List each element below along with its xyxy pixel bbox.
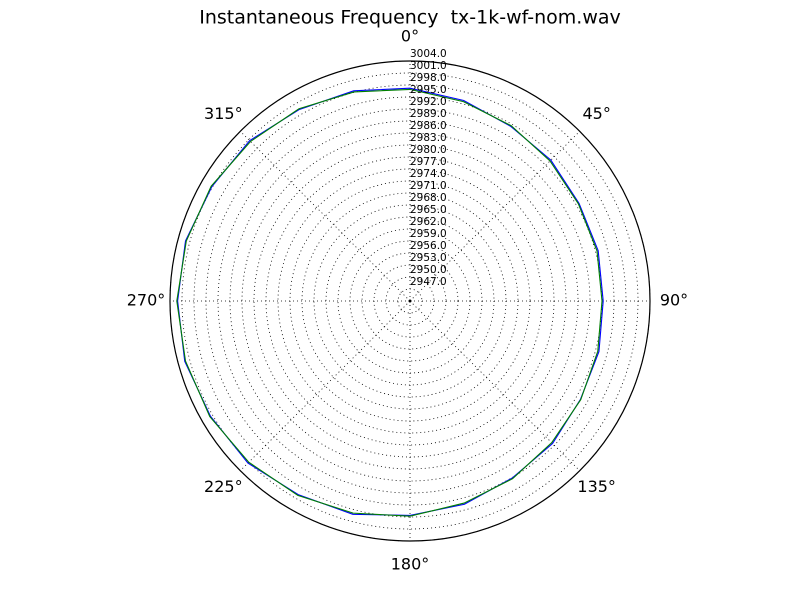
r-tick-label: 2959.0	[410, 228, 447, 240]
r-tick-label: 2998.0	[410, 72, 447, 84]
r-tick-label: 2983.0	[410, 132, 447, 144]
angle-label: 225°	[204, 477, 243, 496]
r-tick-label: 2989.0	[410, 108, 447, 120]
angle-label: 0°	[401, 27, 419, 46]
grid-spoke	[240, 131, 411, 302]
angle-label: 270°	[127, 291, 166, 310]
r-tick-label: 2962.0	[410, 216, 447, 228]
outer-circle	[169, 60, 651, 542]
r-tick-label: 2950.0	[410, 264, 447, 276]
r-tick-label: 2974.0	[410, 168, 447, 180]
r-tick-label: 2995.0	[410, 84, 447, 96]
r-tick-label: 2992.0	[410, 96, 447, 108]
angle-label: 45°	[582, 104, 610, 123]
series-line	[176, 88, 603, 517]
r-tick-label: 2977.0	[410, 156, 447, 168]
grid-spoke	[409, 300, 580, 471]
r-tick-label: 2965.0	[410, 204, 447, 216]
r-tick-label: 2986.0	[410, 120, 447, 132]
angle-label: 315°	[204, 104, 243, 123]
r-tick-label: 3004.0	[410, 48, 447, 60]
grid-spoke	[240, 300, 411, 471]
grid-spoke	[409, 131, 580, 302]
series-line	[177, 87, 604, 516]
angle-label: 180°	[391, 555, 430, 574]
chart-title: Instantaneous Frequency tx-1k-wf-nom.wav	[199, 7, 621, 29]
r-tick-label: 2956.0	[410, 240, 447, 252]
angle-label: 90°	[660, 291, 688, 310]
r-tick-label: 2953.0	[410, 252, 447, 264]
center-dot	[408, 299, 412, 303]
r-tick-label: 2971.0	[410, 180, 447, 192]
r-tick-label: 3001.0	[410, 60, 447, 72]
r-tick-label: 2947.0	[410, 276, 447, 288]
angle-label: 135°	[577, 477, 616, 496]
r-tick-label: 2980.0	[410, 144, 447, 156]
r-tick-label: 2968.0	[410, 192, 447, 204]
